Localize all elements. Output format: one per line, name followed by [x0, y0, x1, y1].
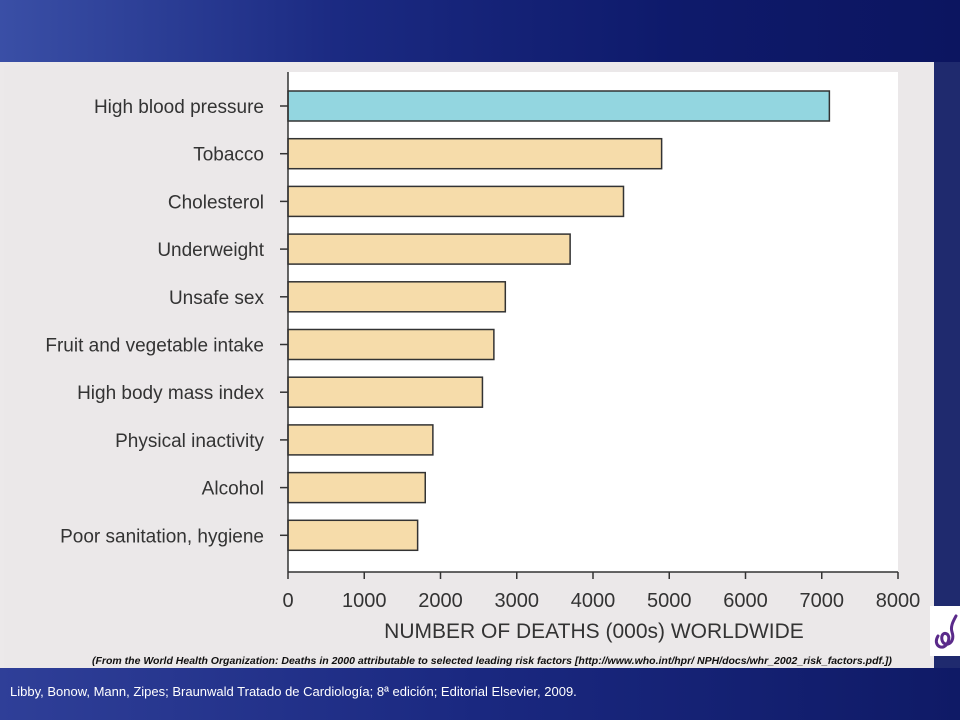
slide-header-band	[0, 0, 960, 62]
logo-icon	[934, 614, 958, 649]
x-tick-label-8: 8000	[876, 590, 921, 612]
bars-group	[287, 90, 831, 552]
citation-text: Libby, Bonow, Mann, Zipes; Braunwald Tra…	[10, 684, 577, 699]
bar-8	[287, 471, 426, 504]
category-label-4: Unsafe sex	[169, 288, 265, 309]
category-label-9: Poor sanitation, hygiene	[60, 526, 264, 547]
bar-3	[287, 233, 571, 265]
category-label-2: Cholesterol	[168, 192, 264, 213]
category-label-7: Physical inactivity	[115, 431, 264, 452]
category-label-5: Fruit and vegetable intake	[45, 336, 264, 357]
chart-svg: High blood pressure Tobacco Cholesterol Und…	[4, 66, 930, 670]
bar-chart: High blood pressure Tobacco Cholesterol Und…	[4, 66, 930, 670]
x-tick-label-0: 0	[282, 590, 293, 612]
source-note: (From the World Health Organization: Dea…	[92, 655, 892, 667]
publisher-logo	[930, 606, 960, 656]
x-tick-label-4: 4000	[571, 590, 616, 612]
x-axis: 0 1000 2000 3000 4000 5000 6000 7000 8000	[282, 72, 920, 612]
category-label-1: Tobacco	[193, 145, 264, 166]
bar-2	[287, 185, 625, 218]
x-tick-label-6: 6000	[723, 590, 768, 612]
x-tick-label-7: 7000	[800, 590, 845, 612]
x-tick-label-2: 2000	[418, 590, 463, 612]
category-label-0: High blood pressure	[94, 97, 264, 118]
bar-9	[287, 519, 419, 552]
bar-0	[287, 90, 831, 122]
x-tick-label-3: 3000	[495, 590, 540, 612]
bar-4	[287, 281, 507, 313]
x-tick-label-5: 5000	[647, 590, 692, 612]
category-label-6: High body mass index	[77, 383, 264, 404]
x-axis-title: NUMBER OF DEATHS (000s) WORLDWIDE	[384, 620, 804, 643]
x-tick-label-1: 1000	[342, 590, 387, 612]
category-label-8: Alcohol	[202, 479, 264, 500]
category-labels: High blood pressure Tobacco Cholesterol Und…	[45, 97, 288, 547]
bar-5	[287, 328, 495, 361]
bar-7	[287, 424, 434, 456]
slide-footer-band	[0, 668, 960, 720]
category-label-3: Underweight	[157, 240, 264, 261]
bar-1	[287, 137, 663, 170]
bar-6	[287, 376, 484, 408]
